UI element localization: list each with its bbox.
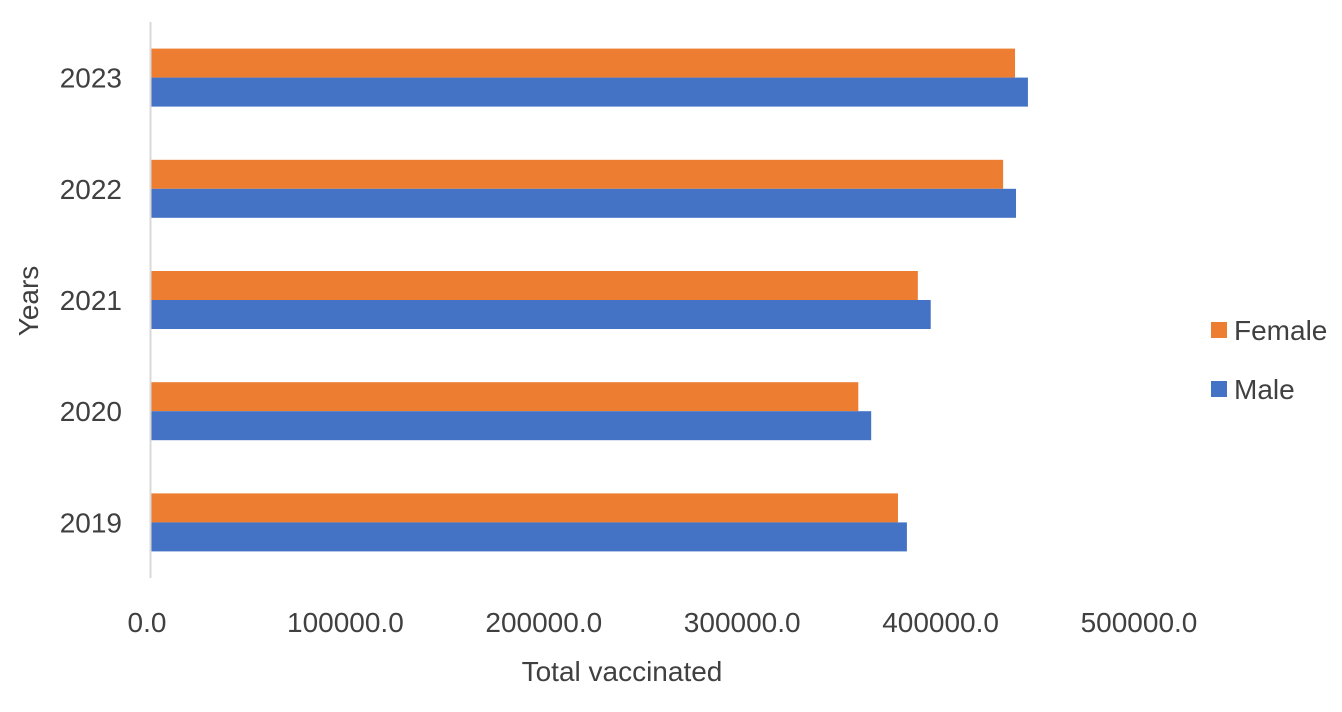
y-tick-label-2022: 2022 <box>60 174 122 205</box>
x-tick-label: 400000.0 <box>882 607 999 638</box>
legend-label-male: Male <box>1234 374 1295 405</box>
y-axis-title: Years <box>13 266 44 337</box>
x-tick-labels: 0.0 100000.0 200000.0 300000.0 400000.0 50000… <box>128 607 1198 638</box>
legend: Female Male <box>1211 315 1327 405</box>
x-tick-label: 200000.0 <box>485 607 602 638</box>
bar-male-2022 <box>151 188 1017 218</box>
y-tick-label-2023: 2023 <box>60 63 122 94</box>
x-tick-label: 0.0 <box>128 607 167 638</box>
y-tick-label-2020: 2020 <box>60 396 122 427</box>
bar-male-2023 <box>151 77 1028 107</box>
y-tick-label-2019: 2019 <box>60 507 122 538</box>
legend-label-female: Female <box>1234 315 1327 346</box>
legend-swatch-female <box>1211 322 1227 338</box>
bar-male-2021 <box>151 300 931 329</box>
x-tick-label: 300000.0 <box>684 607 801 638</box>
y-tick-label-2021: 2021 <box>60 285 122 316</box>
y-tick-labels: 2019 2020 2021 2022 2023 <box>60 63 122 539</box>
bar-female-2022 <box>151 159 1004 189</box>
bar-male-2020 <box>151 411 872 441</box>
x-tick-label: 100000.0 <box>287 607 404 638</box>
legend-swatch-male <box>1211 381 1227 397</box>
bar-female-2021 <box>151 271 918 300</box>
bar-male-2019 <box>151 522 907 552</box>
bars-group <box>151 48 1028 552</box>
x-axis-title: Total vaccinated <box>522 656 723 687</box>
bar-female-2020 <box>151 382 859 412</box>
bar-female-2023 <box>151 48 1016 78</box>
bar-female-2019 <box>151 493 898 523</box>
x-tick-label: 500000.0 <box>1081 607 1198 638</box>
